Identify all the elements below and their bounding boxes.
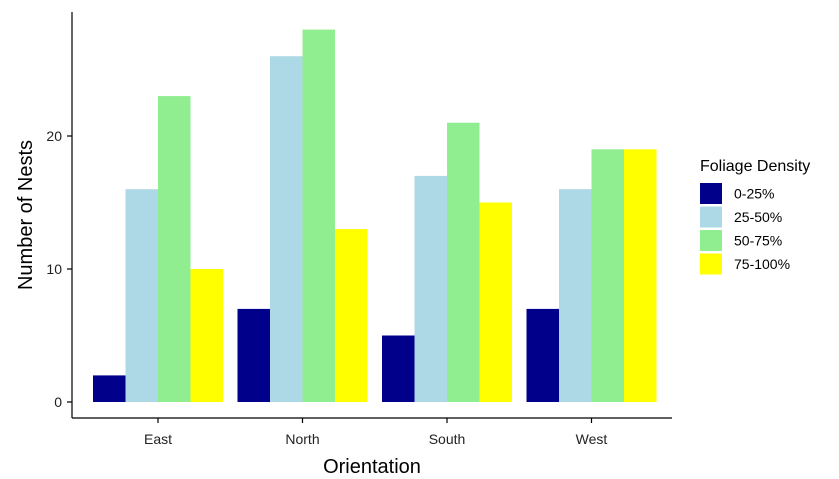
- x-tick-label-south: South: [429, 431, 466, 447]
- legend-label-1: 0-25%: [734, 186, 774, 202]
- x-ticks: East North South West: [144, 418, 607, 447]
- legend-label-4: 75-100%: [734, 256, 790, 272]
- y-tick-label: 10: [46, 261, 62, 277]
- legend-swatch-4: [700, 253, 722, 275]
- bar-north-1: [237, 308, 270, 402]
- legend-items: 0-25% 25-50% 50-75% 75-100%: [700, 183, 790, 275]
- bar-north-2: [270, 56, 303, 402]
- bar-west-2: [559, 189, 592, 402]
- legend: Foliage Density 0-25% 25-50% 50-75% 75-100%: [700, 158, 810, 275]
- bar-south-3: [447, 122, 480, 402]
- bar-south-4: [479, 202, 512, 402]
- y-ticks: 0 10 20: [46, 128, 72, 410]
- bar-east-3: [158, 96, 191, 402]
- bar-north-4: [335, 229, 368, 402]
- legend-swatch-1: [700, 183, 722, 204]
- legend-label-3: 50-75%: [734, 233, 782, 249]
- legend-swatch-2: [700, 206, 722, 228]
- bar-east-4: [190, 269, 223, 402]
- x-tick-label-east: East: [144, 431, 172, 447]
- y-tick-label: 0: [54, 394, 62, 410]
- y-axis-title: Number of Nests: [15, 140, 37, 290]
- legend-label-2: 25-50%: [734, 209, 782, 225]
- bar-west-1: [526, 308, 559, 402]
- x-tick-label-west: West: [576, 431, 608, 447]
- legend-swatch-3: [700, 230, 722, 251]
- x-tick-label-north: North: [285, 431, 319, 447]
- bar-south-1: [382, 335, 415, 402]
- bar-west-4: [624, 149, 657, 402]
- bar-north-3: [302, 29, 335, 402]
- bar-west-3: [591, 149, 624, 402]
- bar-east-1: [93, 375, 126, 402]
- bar-east-2: [125, 189, 158, 402]
- bars-layer: [93, 29, 657, 402]
- y-tick-label: 20: [46, 128, 62, 144]
- bar-south-2: [414, 175, 447, 402]
- x-axis-title: Orientation: [323, 456, 421, 478]
- legend-title: Foliage Density: [700, 158, 810, 175]
